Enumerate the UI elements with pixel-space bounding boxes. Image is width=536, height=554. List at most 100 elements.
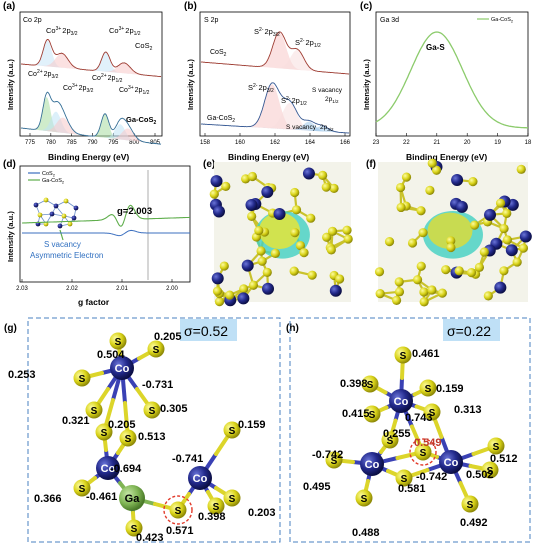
panel-b-tick-label: 164 [305,140,316,146]
inset-atom [68,222,73,227]
render-s-atom [413,275,422,284]
render-s-atom [496,199,505,208]
a-label-co3-12-bot: Co3+2p1/2 [119,85,150,96]
render-s-atom [290,267,299,276]
s-atom-label: S [400,351,407,362]
render-s-atom [290,228,299,237]
render-s-atom [258,257,267,266]
render-s-atom [376,289,385,298]
charge-value: 0.423 [136,532,164,544]
render-co-atom [330,285,342,297]
charge-value: 0.504 [97,349,125,361]
render-s-atom [385,237,394,246]
charge-value: -0.742 [416,471,447,483]
render-s-atom [502,209,511,218]
panel-a-tick-label: 775 [25,140,36,146]
panel-f-charge-density-image [375,159,532,307]
panel-b-tick-label: 160 [235,140,246,146]
charge-value: 0.159 [436,383,464,395]
s-atom-label: S [229,494,236,505]
panel-c-tick-label: 19 [494,140,501,146]
render-s-atom [318,171,327,180]
s-atom-label: S [79,374,86,385]
panel-a-tick-label: 780 [46,140,57,146]
render-s-atom [395,287,404,296]
render-co-atom [213,205,225,217]
render-s-atom [420,297,429,306]
a-label-co3-32-top: Co3+2p3/2 [46,26,78,37]
render-s-atom [392,296,401,305]
render-s-atom [239,284,248,293]
panel-c-letter: (c) [360,1,372,12]
panel-d-tick-label: 2.01 [116,286,128,292]
panel-d-tick-label: 2.03 [16,286,28,292]
render-co-atom [237,292,249,304]
render-s-atom [499,224,508,233]
inset-atom [64,199,69,204]
inset-atom [58,224,63,229]
s-atom-label: S [493,442,500,453]
panel-d-gvalue: g=2.003 [117,206,152,217]
render-s-atom [344,234,353,243]
inset-atom [38,213,43,218]
panel-b-corner: S 2p [204,17,219,24]
inset-atom [44,198,49,203]
s-atom-label: S [369,410,376,421]
render-s-atom [220,261,229,270]
panel-c-tick-label: 22 [403,140,410,146]
render-s-atom [213,287,222,296]
render-s-atom [416,206,425,215]
s-atom-label: S [175,506,182,517]
panel-c-frame [376,12,528,136]
co-atom-label: Co [444,457,459,469]
render-s-atom [271,249,280,258]
panel-a-tick-label: 785 [67,140,78,146]
render-co-atom [506,244,518,256]
inset-atom [54,204,59,209]
render-s-atom [425,186,434,195]
charge-value: -0.742 [312,449,343,461]
render-s-atom [446,243,455,252]
charge-value: 0.488 [352,527,380,539]
panel-a-tick-label: 795 [108,140,119,146]
panel-b: (b) S 2p Intensity (a.u.) Binding Energy… [184,1,351,162]
panel-d-inset-structure [34,198,79,240]
b-label-s12-bot: S2-2p1/2 [281,96,307,107]
s-atom-label: S [149,406,156,417]
render-s-atom [480,247,489,256]
inset-atom [50,212,55,217]
charge-value: 0.398 [340,378,368,390]
render-s-atom [375,267,384,276]
render-s-atom [342,226,351,235]
render-s-atom [299,248,308,257]
co-atom-label: Co [193,473,208,485]
charge-value: 0.492 [460,517,488,529]
render-s-atom [249,281,258,290]
render-s-atom [484,291,493,300]
charge-value: 0.743 [405,412,433,424]
render-co-atom [262,283,274,295]
a-label-co2-32: Co2+2p3/2 [28,69,59,80]
panel-b-tick-label: 166 [340,140,351,146]
render-s-atom [455,266,464,275]
panel-f-letter: (f) [366,159,376,170]
panel-c: (c) Ga 3d Intensity (a.u.) Binding Energ… [360,1,532,162]
render-co-atom [261,186,273,198]
render-s-atom [417,262,426,271]
render-s-atom [335,274,344,283]
a-label-co3-32-bot: Co3+2p3/2 [63,83,94,94]
render-s-atom [438,289,447,298]
panel-d-tick-label: 2.00 [166,286,178,292]
charge-value: 0.415 [342,408,370,420]
s-atom-label: S [115,337,122,348]
render-s-atom [441,265,450,274]
b-label-s12-top: S2-2p1/2 [295,38,321,49]
charge-value: 0.203 [248,507,276,519]
